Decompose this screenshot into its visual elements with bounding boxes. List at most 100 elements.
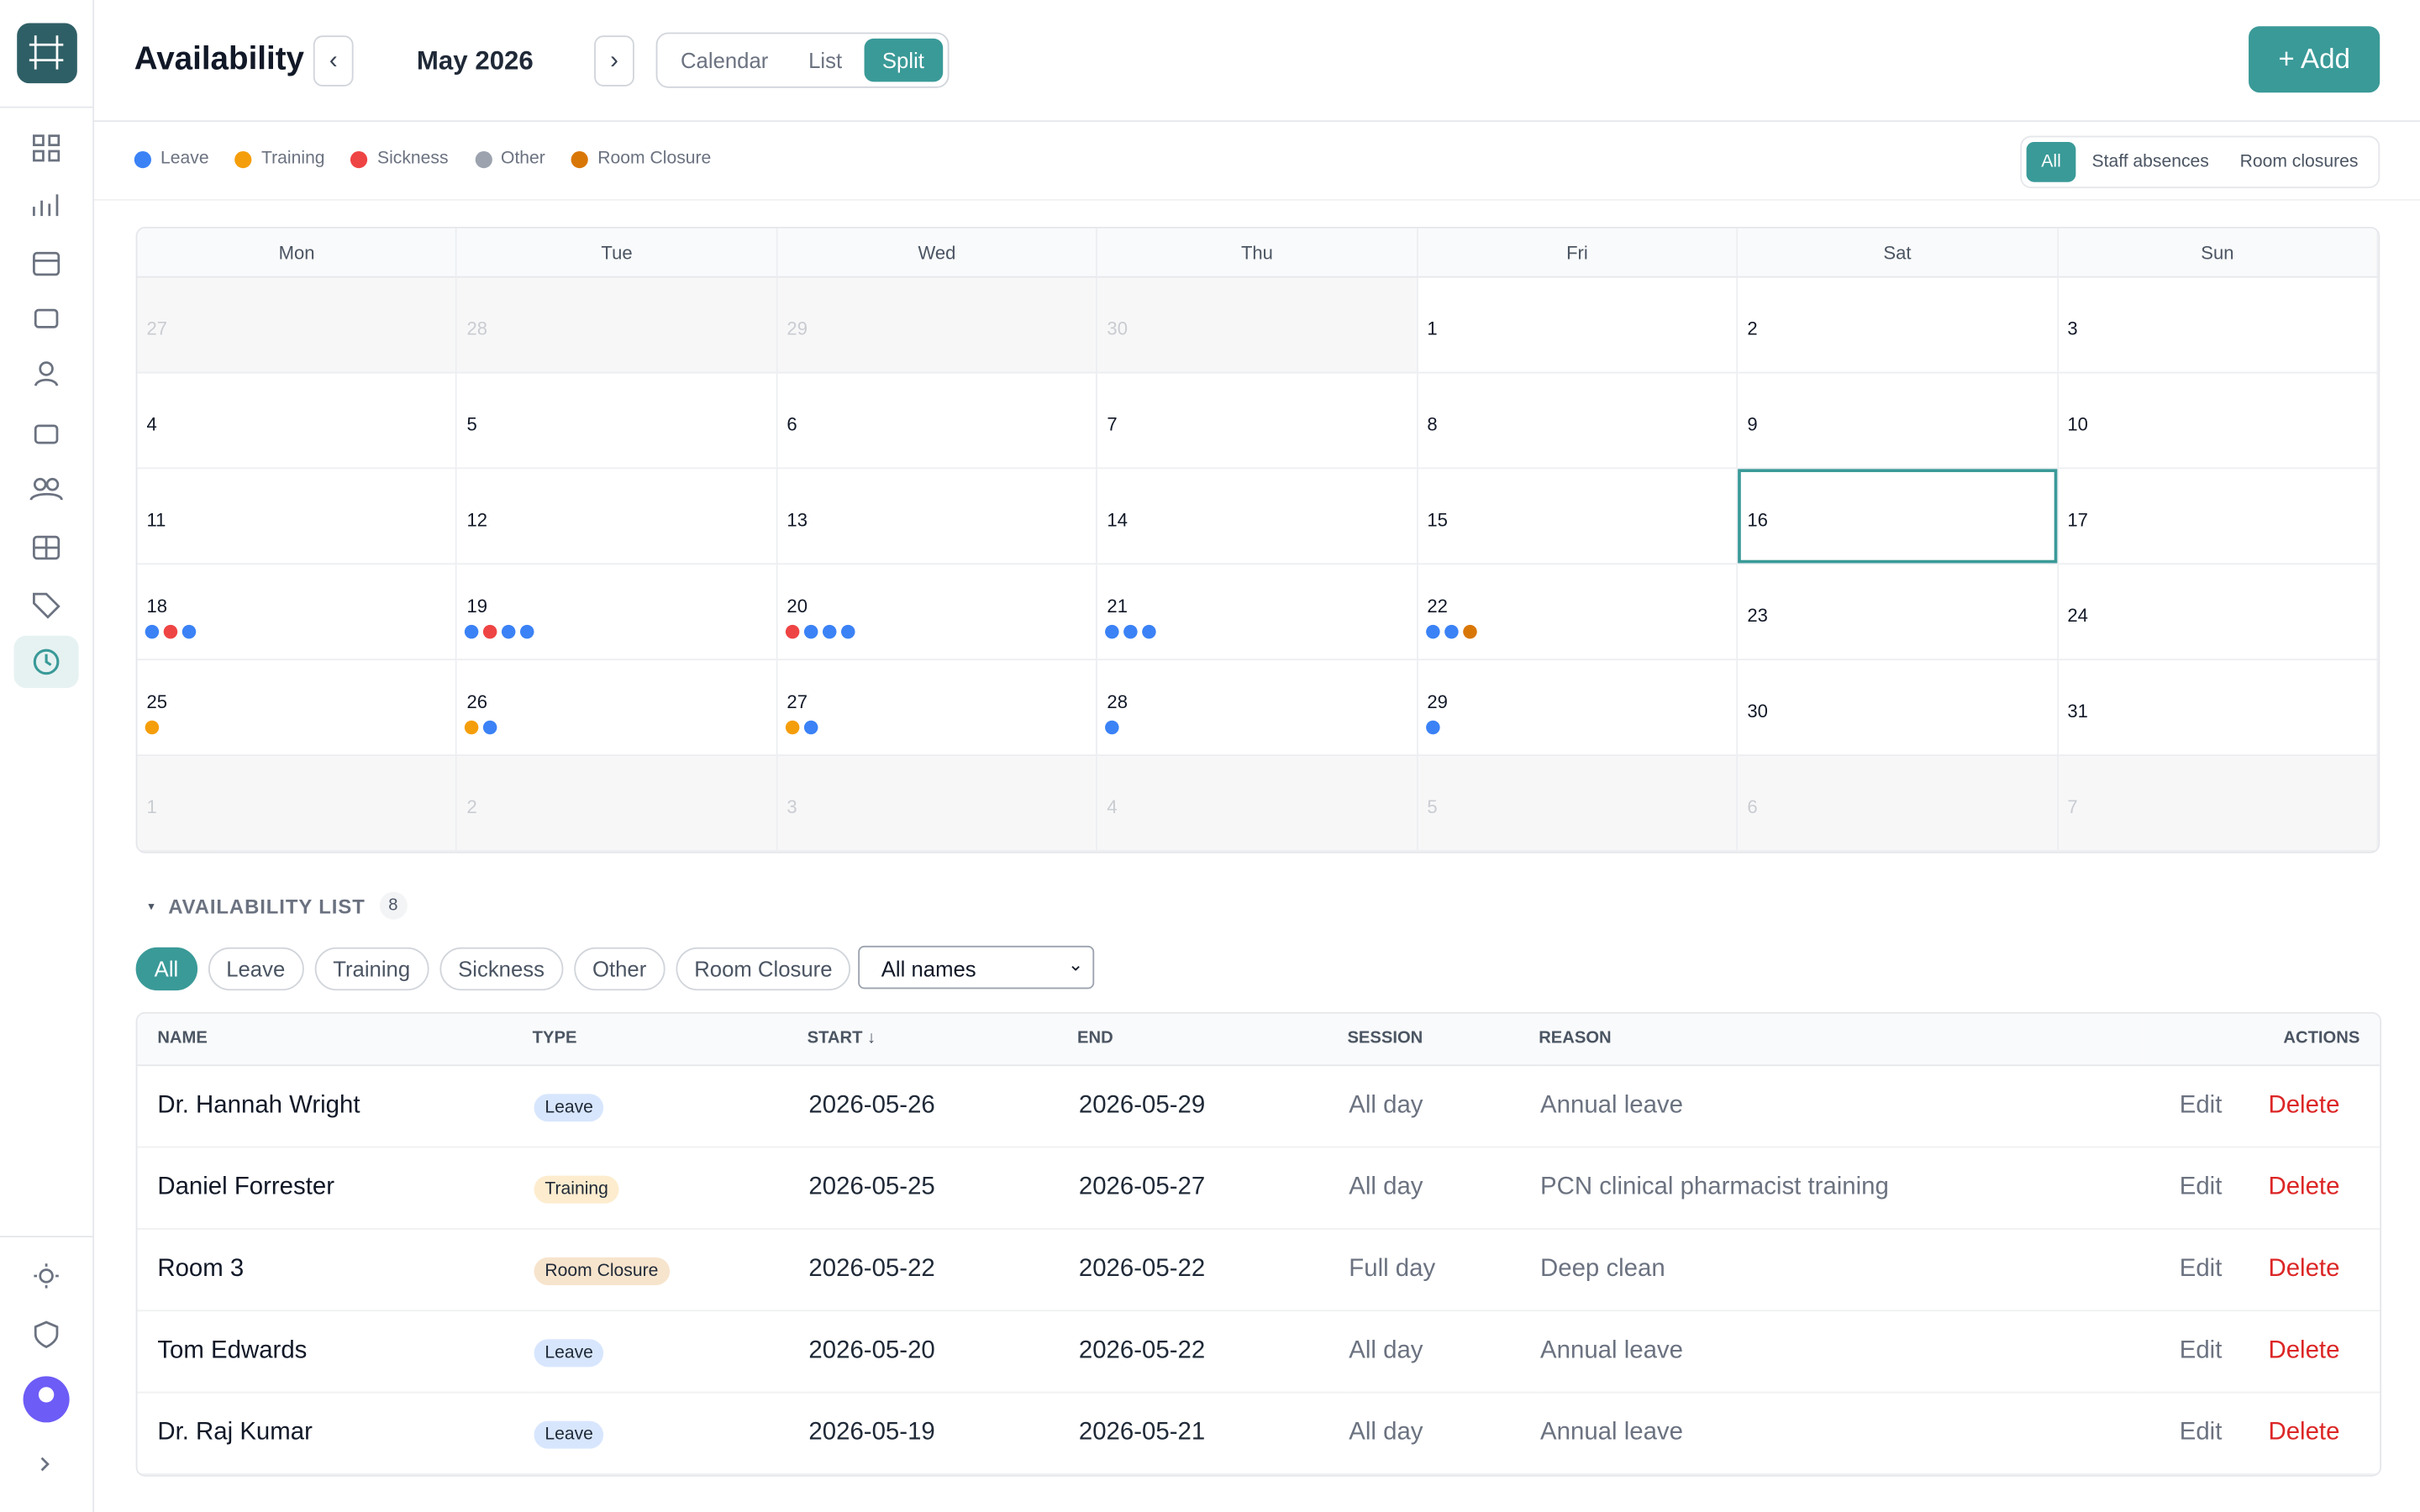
day-cell[interactable]: 28 [457,277,778,374]
day-cell[interactable]: 27 [137,277,458,374]
filter-tab[interactable]: All [2025,141,2077,182]
event-dot [803,624,818,639]
column-header: ACTIONS [2144,1013,2381,1066]
delete-action[interactable]: Delete [2268,1255,2340,1282]
row-start: 2026-05-26 [808,1091,935,1118]
collapse-toggle[interactable]: ▾ [148,898,155,913]
view-option[interactable]: Calendar [680,47,769,73]
day-cell[interactable]: 10 [2058,373,2379,470]
day-number: 15 [1427,509,1448,531]
day-cell[interactable]: 31 [2058,660,2379,756]
day-cell[interactable]: 9 [1738,373,2059,470]
day-cell[interactable]: 5 [1418,755,1739,852]
edit-action[interactable]: Edit [2179,1255,2223,1282]
day-cell[interactable]: 24 [2058,564,2379,661]
cell: 2026-05-19 [808,1392,1077,1473]
weekday: Wed [777,228,1098,278]
delete-action[interactable]: Delete [2268,1336,2340,1363]
table-row: Tom Edwards Leave 2026-05-20 2026-05-22 All … [137,1310,2381,1392]
day-cell[interactable]: 29 [1418,660,1739,756]
cell: 2026-05-27 [1077,1147,1347,1228]
day-cell[interactable]: 28 [1097,660,1418,756]
next-month[interactable]: › [594,35,634,87]
type-chip[interactable]: All [135,947,197,991]
day-number: 3 [786,795,797,818]
day-cell[interactable]: 2 [1738,277,2059,374]
day-cell[interactable]: 4 [1097,755,1418,852]
type-badge: Leave [534,1420,604,1448]
day-cell[interactable]: 11 [137,469,458,565]
view-option[interactable]: Split [863,38,943,82]
cell: Edit Delete [2144,1310,2380,1391]
type-chip[interactable]: Other [573,947,666,991]
edit-action[interactable]: Edit [2179,1173,2223,1200]
day-cell[interactable]: 6 [1738,755,2059,852]
day-number: 27 [146,318,168,340]
add-button[interactable]: + Add [2249,26,2381,93]
day-cell[interactable]: 18 [137,564,458,661]
cell: 2026-05-21 [1077,1392,1347,1473]
day-number: 14 [1107,509,1128,531]
filter-tab[interactable]: Staff absences [2091,152,2209,171]
day-cell[interactable]: 23 [1738,564,2059,661]
day-cell[interactable]: 2 [457,755,778,852]
day-cell[interactable]: 1 [137,755,458,852]
day-cell[interactable]: 22 [1418,564,1739,661]
prev-month[interactable]: ‹ [313,35,354,87]
day-cell[interactable]: 14 [1097,469,1418,565]
day-cell[interactable]: 21 [1097,564,1418,661]
weekday: Thu [1097,228,1418,278]
select-arrow: ⌄ [1067,953,1084,975]
day-cell[interactable]: 3 [2058,277,2379,374]
edit-action[interactable]: Edit [2179,1336,2223,1363]
day-cell[interactable]: 12 [457,469,778,565]
delete-action[interactable]: Delete [2268,1173,2340,1200]
legend-label: Sickness [377,150,449,169]
column-header: TYPE [532,1013,808,1066]
event-dot [465,720,480,735]
day-cell[interactable]: 7 [1097,373,1418,470]
day-cell[interactable]: 6 [777,373,1098,470]
day-cell[interactable]: 13 [777,469,1098,565]
day-cell[interactable]: 7 [2058,755,2379,852]
name-select[interactable]: All names ⌄ [858,945,1095,990]
day-cell[interactable]: 27 [777,660,1098,756]
edit-action[interactable]: Edit [2179,1091,2223,1118]
nav-active[interactable] [13,635,79,689]
day-cell[interactable]: 20 [777,564,1098,661]
edit-action[interactable]: Edit [2179,1418,2223,1446]
day-cell[interactable]: 30 [1738,660,2059,756]
cell: 2026-05-22 [1077,1228,1347,1310]
weekday: Fri [1418,228,1739,278]
day-cell[interactable]: 15 [1418,469,1739,565]
availability-table: NAME TYPE START ↓ END SESSION REASON ACTIONS Dr… [137,1013,2381,1474]
day-cell[interactable]: 19 [457,564,778,661]
view-option[interactable]: List [808,47,843,73]
day-cell[interactable]: 26 [457,660,778,756]
day-cell[interactable]: 29 [777,277,1098,374]
selected-outline [1738,469,2057,564]
row-name: Tom Edwards [157,1336,308,1363]
type-chip[interactable]: Training [314,947,429,991]
filter-tab[interactable]: Room closures [2239,152,2359,171]
day-cell[interactable]: 30 [1097,277,1418,374]
delete-action[interactable]: Delete [2268,1418,2340,1446]
day-cell[interactable]: 4 [137,373,458,470]
day-cell[interactable]: 17 [2058,469,2379,565]
day-cell[interactable]: 3 [777,755,1098,852]
day-cell[interactable]: 1 [1418,277,1739,374]
legend-dot [350,150,368,168]
day-cell[interactable]: 25 [137,660,458,756]
cell: Edit Delete [2144,1147,2380,1228]
footer-icons[interactable] [0,1257,92,1489]
type-chip[interactable]: Sickness [439,947,564,991]
day-cell[interactable]: 16 [1738,469,2059,565]
type-chip[interactable]: Leave [208,947,304,991]
day-cell[interactable]: 8 [1418,373,1739,470]
nav-icons[interactable] [0,123,92,710]
month-label: May 2026 [416,46,534,76]
list-count: 8 [379,891,408,920]
type-chip[interactable]: Room Closure [676,947,851,991]
day-cell[interactable]: 5 [457,373,778,470]
delete-action[interactable]: Delete [2268,1091,2340,1118]
